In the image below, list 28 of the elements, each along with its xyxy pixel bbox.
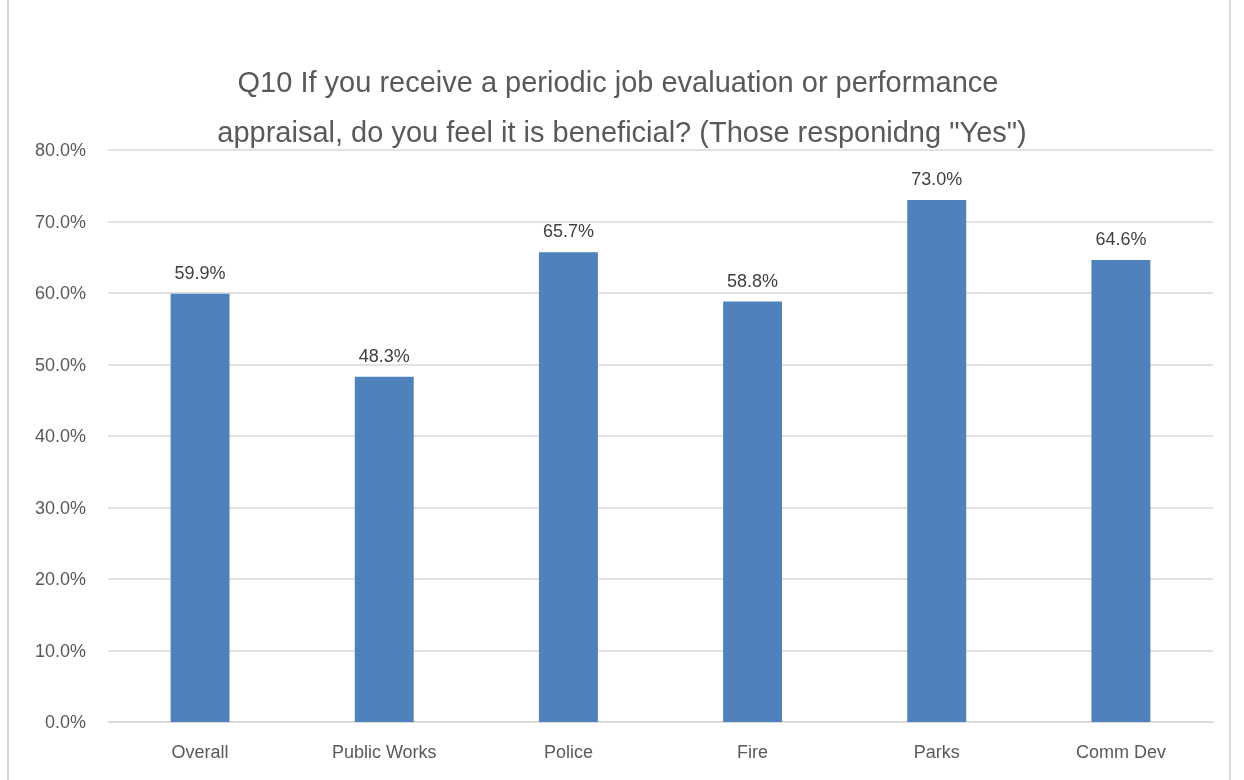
data-label: 73.0% [911,169,963,190]
y-tick-label: 10.0% [34,640,86,661]
data-label: 59.9% [174,262,226,283]
data-label: 64.6% [1095,229,1147,250]
data-label: 65.7% [542,221,594,242]
bar [723,301,783,722]
y-tick-label: 30.0% [34,497,86,518]
y-tick-label: 20.0% [34,569,86,589]
y-tick-label: 50.0% [34,354,86,375]
bar [538,252,598,722]
y-tick-label: 0.0% [44,712,86,732]
bar [354,376,414,722]
y-tick-label: 40.0% [34,426,86,446]
x-tick-label: Parks [913,742,960,762]
x-tick-label: Overall [171,742,229,762]
x-tick-label: Fire [737,742,769,762]
x-tick-label: Comm Dev [1075,742,1166,762]
y-tick-label: 80.0% [34,140,86,160]
data-label: 58.8% [727,270,779,291]
bar [907,200,967,722]
data-label: 48.3% [358,345,410,366]
x-tick-label: Police [543,742,593,762]
y-tick-label: 70.0% [34,211,86,232]
y-tick-label: 60.0% [34,283,86,303]
x-tick-label: Public Works [331,742,437,762]
bar [170,293,230,722]
bar [1091,260,1151,722]
chart-title: Q10 If you receive a periodic job evaluation or performance appraisal, do you feel it is beneficial? (Those responidng "Yes") [217,66,1027,148]
